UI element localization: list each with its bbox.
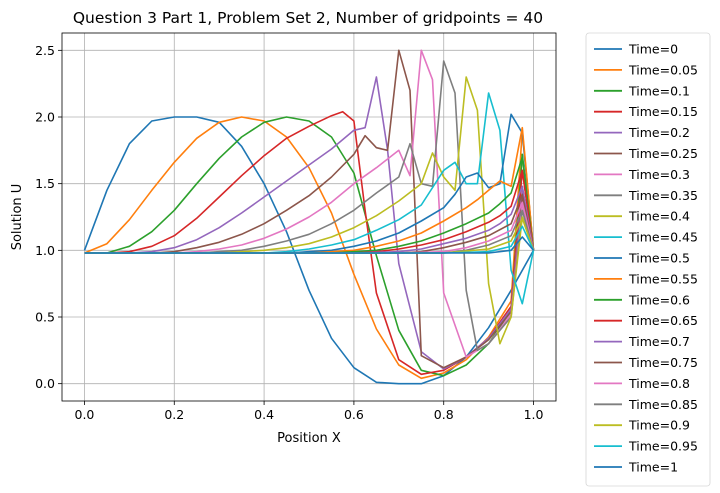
legend-label: Time=0.15: [628, 104, 698, 119]
legend-label: Time=0.75: [628, 355, 698, 370]
legend-label: Time=0.35: [628, 188, 698, 203]
legend-label: Time=0.05: [628, 62, 698, 77]
legend-label: Time=0.65: [628, 313, 698, 328]
legend-box: [585, 32, 711, 487]
legend-label: Time=1: [628, 460, 678, 475]
legend: Time=0 Time=0.05 Time=0.1 Time=0.15 Time=0.2…: [585, 32, 711, 487]
series-line: [84, 116, 535, 377]
x-tick-label: 0.0: [75, 407, 95, 422]
legend-label: Time=0.85: [628, 397, 698, 412]
y-tick-label: 0.0: [35, 376, 55, 391]
x-tick-label: 1.0: [524, 407, 544, 422]
y-tick-label: 0.5: [35, 310, 55, 325]
x-axis-ticks: 0.0 0.2 0.4 0.6 0.8 1.0: [75, 401, 544, 422]
y-axis-label: Solution U: [10, 184, 25, 251]
series-line: [84, 236, 535, 254]
legend-label: Time=0.55: [628, 271, 698, 286]
legend-label: Time=0.7: [628, 334, 690, 349]
legend-label: Time=0.25: [628, 146, 698, 161]
y-tick-label: 1.0: [35, 243, 55, 258]
chart-title: Question 3 Part 1, Problem Set 2, Number…: [73, 9, 543, 27]
x-axis-label: Position X: [277, 431, 341, 446]
legend-label: Time=0.2: [628, 125, 690, 140]
legend-label: Time=0.45: [628, 230, 698, 245]
legend-label: Time=0.4: [628, 209, 690, 224]
y-tick-label: 2.0: [35, 110, 55, 125]
legend-label: Time=0: [628, 42, 678, 57]
x-tick-label: 0.6: [344, 407, 364, 422]
legend-label: Time=0.6: [628, 292, 690, 307]
x-tick-label: 0.8: [434, 407, 454, 422]
y-tick-label: 2.5: [35, 43, 55, 58]
grid: [62, 33, 556, 401]
x-tick-label: 0.4: [254, 407, 274, 422]
legend-label: Time=0.3: [628, 167, 690, 182]
y-tick-label: 1.5: [35, 176, 55, 191]
legend-label: Time=0.1: [628, 83, 690, 98]
legend-label: Time=0.95: [628, 439, 698, 454]
legend-label: Time=0.5: [628, 251, 690, 266]
y-axis-ticks: 0.0 0.5 1.0 1.5 2.0 2.5: [35, 43, 62, 391]
legend-label: Time=0.9: [628, 418, 690, 433]
x-tick-label: 0.2: [164, 407, 184, 422]
legend-label: Time=0.8: [628, 376, 690, 391]
series-lines: [83, 49, 535, 385]
plot-frame: [61, 32, 557, 402]
